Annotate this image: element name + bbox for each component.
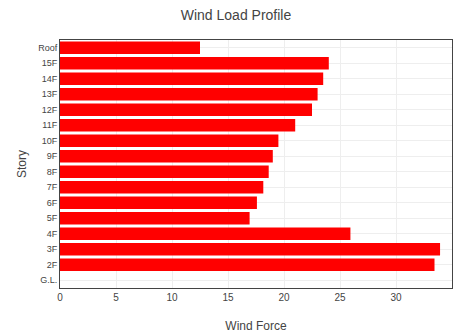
svg-text:12F: 12F — [42, 105, 58, 115]
svg-text:2F: 2F — [47, 260, 58, 270]
svg-text:15F: 15F — [42, 58, 58, 68]
svg-text:G.L.: G.L. — [40, 275, 57, 285]
svg-text:7F: 7F — [47, 182, 58, 192]
svg-text:5F: 5F — [47, 213, 58, 223]
svg-text:Story: Story — [15, 150, 29, 178]
svg-text:14F: 14F — [42, 74, 58, 84]
svg-text:6F: 6F — [47, 198, 58, 208]
svg-text:25: 25 — [334, 292, 346, 303]
svg-text:8F: 8F — [47, 167, 58, 177]
svg-text:30: 30 — [390, 292, 402, 303]
svg-text:13F: 13F — [42, 89, 58, 99]
svg-text:Wind Load Profile: Wind Load Profile — [181, 7, 292, 23]
svg-text:Wind Force: Wind Force — [225, 319, 287, 333]
svg-text:5: 5 — [113, 292, 119, 303]
svg-text:20: 20 — [278, 292, 290, 303]
svg-text:10F: 10F — [42, 136, 58, 146]
svg-text:4F: 4F — [47, 229, 58, 239]
svg-text:9F: 9F — [47, 151, 58, 161]
svg-text:10: 10 — [166, 292, 178, 303]
svg-text:Roof: Roof — [38, 43, 58, 53]
svg-text:15: 15 — [222, 292, 234, 303]
svg-text:0: 0 — [57, 292, 63, 303]
svg-text:11F: 11F — [42, 120, 57, 130]
svg-text:3F: 3F — [47, 244, 58, 254]
